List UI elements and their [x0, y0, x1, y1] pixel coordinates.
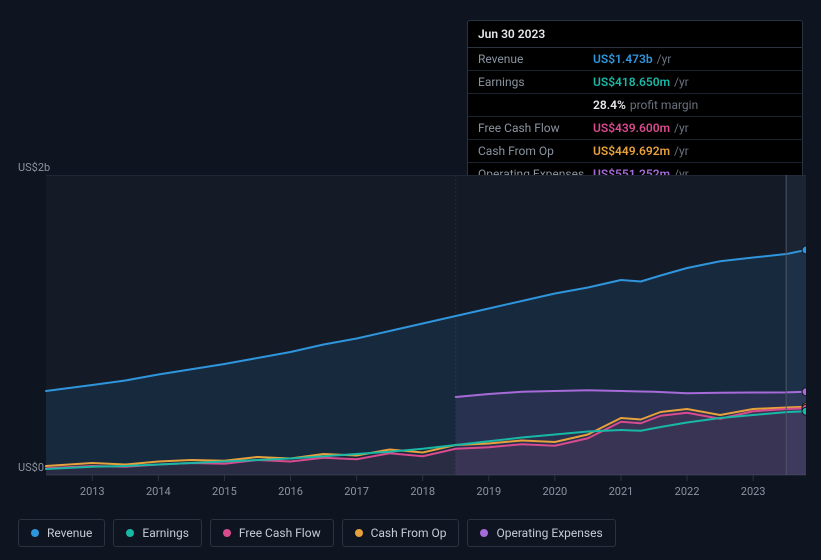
tooltip-row: 28.4% profit margin: [468, 94, 802, 117]
y-axis-label: US$0: [18, 461, 44, 474]
x-axis-label: 2018: [410, 485, 435, 498]
tooltip-row: RevenueUS$1.473b/yr: [468, 48, 802, 71]
tooltip-suffix: /yr: [674, 144, 689, 158]
tooltip-date: Jun 30 2023: [468, 21, 802, 48]
tooltip-row: EarningsUS$418.650m/yr: [468, 71, 802, 94]
legend-label: Earnings: [142, 526, 189, 540]
x-axis-label: 2021: [609, 485, 634, 498]
tooltip-label: Earnings: [478, 75, 593, 89]
tooltip-value: US$439.600m: [593, 121, 670, 135]
legend-dot-icon: [126, 529, 134, 537]
legend-item[interactable]: Operating Expenses: [467, 519, 615, 547]
tooltip-value: US$449.692m: [593, 144, 670, 158]
x-axis-label: 2023: [741, 485, 766, 498]
legend-dot-icon: [223, 529, 231, 537]
tooltip-label: Free Cash Flow: [478, 121, 593, 135]
legend-item[interactable]: Cash From Op: [342, 519, 460, 547]
x-axis-label: 2020: [542, 485, 567, 498]
tooltip-row: Free Cash FlowUS$439.600m/yr: [468, 117, 802, 140]
tooltip-label: Revenue: [478, 52, 593, 66]
x-axis-label: 2015: [212, 485, 237, 498]
legend-label: Free Cash Flow: [239, 526, 321, 540]
legend-item[interactable]: Free Cash Flow: [210, 519, 334, 547]
legend-dot-icon: [480, 529, 488, 537]
legend-label: Revenue: [47, 526, 92, 540]
legend-label: Cash From Op: [371, 526, 447, 540]
x-axis-label: 2014: [146, 485, 171, 498]
tooltip-label: Cash From Op: [478, 144, 593, 158]
tooltip-value: US$418.650m: [593, 75, 670, 89]
legend-item[interactable]: Earnings: [113, 519, 202, 547]
legend-dot-icon: [355, 529, 363, 537]
x-axis-label: 2017: [344, 485, 369, 498]
x-axis-label: 2019: [476, 485, 501, 498]
x-axis-label: 2016: [278, 485, 303, 498]
chart-legend: Revenue Earnings Free Cash Flow Cash From O…: [18, 519, 616, 547]
financial-chart: [18, 175, 806, 485]
y-axis-label: US$2b: [18, 161, 50, 174]
tooltip-value: 28.4%: [593, 98, 626, 112]
tooltip-row: Cash From OpUS$449.692m/yr: [468, 140, 802, 163]
tooltip-value: US$1.473b: [593, 52, 653, 66]
x-axis-label: 2013: [80, 485, 105, 498]
tooltip-card: Jun 30 2023 RevenueUS$1.473b/yrEarningsU…: [467, 20, 803, 186]
tooltip-suffix: profit margin: [630, 98, 698, 112]
legend-item[interactable]: Revenue: [18, 519, 105, 547]
tooltip-suffix: /yr: [674, 121, 689, 135]
tooltip-suffix: /yr: [657, 52, 672, 66]
legend-label: Operating Expenses: [496, 526, 602, 540]
x-axis-label: 2022: [675, 485, 700, 498]
tooltip-suffix: /yr: [674, 75, 689, 89]
legend-dot-icon: [31, 529, 39, 537]
